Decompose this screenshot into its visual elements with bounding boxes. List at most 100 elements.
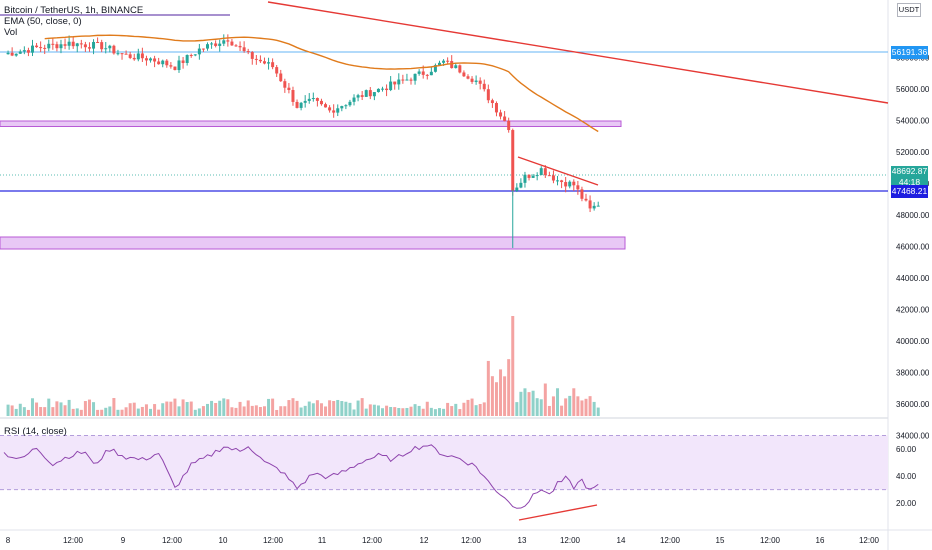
candle-body <box>307 98 311 101</box>
candle-body <box>576 185 580 190</box>
rsi-tick: 40.00 <box>896 472 917 481</box>
time-tick: 9 <box>121 536 126 545</box>
volume-bar <box>75 408 79 416</box>
volume-bar <box>564 398 568 416</box>
rsi-band <box>0 435 888 490</box>
currency-label[interactable]: USDT <box>897 3 921 17</box>
volume-bar <box>189 401 193 416</box>
price-tick: 36000.00 <box>896 400 930 409</box>
volume-bar <box>43 407 47 416</box>
volume-bar <box>486 360 490 416</box>
candle-body <box>173 66 177 71</box>
candle-body <box>556 180 560 182</box>
price-tick: 48000.00 <box>896 211 930 220</box>
candle-body <box>527 174 531 178</box>
volume-bar <box>389 406 393 416</box>
rsi-tick: 60.00 <box>896 445 917 454</box>
candle-body <box>450 61 454 69</box>
volume-bar <box>124 407 128 416</box>
volume-bar <box>258 407 262 416</box>
volume-bar <box>470 398 474 416</box>
candle-body <box>360 95 364 97</box>
volume-bar <box>165 401 169 416</box>
candle-body <box>96 41 100 43</box>
volume-bar <box>596 407 600 416</box>
rsi-divergence-line <box>518 504 598 521</box>
volume-bar <box>372 404 376 416</box>
volume-bar <box>181 399 185 416</box>
volume-bar <box>539 399 543 416</box>
candle-body <box>185 55 189 63</box>
candle-body <box>429 71 433 76</box>
volume-bar <box>405 407 409 416</box>
volume-bar <box>560 405 564 416</box>
candle-body <box>189 55 193 57</box>
candle-body <box>315 98 319 101</box>
candle-body <box>14 53 18 56</box>
volume-bar <box>128 403 132 416</box>
volume-bar <box>311 403 315 416</box>
candle-body <box>519 182 523 188</box>
candle-body <box>340 106 344 109</box>
volume-bar <box>120 409 124 416</box>
candle-body <box>226 40 230 42</box>
last-price-value: 48692.87 <box>891 166 928 176</box>
candle-body <box>507 120 511 131</box>
candle-body <box>389 81 393 91</box>
rsi-tick: 20.00 <box>896 499 917 508</box>
volume-bar <box>340 401 344 416</box>
candle-body <box>279 73 283 82</box>
candle-body <box>425 74 429 76</box>
volume-bar <box>18 403 22 416</box>
volume-bar <box>385 405 389 416</box>
candle-body <box>547 175 551 177</box>
candle-body <box>210 43 214 45</box>
volume-bar <box>507 359 511 416</box>
volume-bar <box>246 400 250 416</box>
candle-body <box>376 88 380 93</box>
volume-bar <box>242 406 246 416</box>
candle-body <box>254 58 258 60</box>
volume-bar <box>368 404 372 416</box>
volume-bar <box>352 409 356 416</box>
candle-body <box>474 80 478 82</box>
volume-bar <box>161 403 165 416</box>
candle-body <box>222 40 226 44</box>
candle-body <box>482 83 486 90</box>
volume-bar <box>576 396 580 416</box>
time-tick: 12:00 <box>859 536 880 545</box>
candle-body <box>262 61 266 64</box>
candle-body <box>258 59 262 62</box>
candle-body <box>283 81 287 88</box>
volume-bar <box>332 400 336 416</box>
candle-body <box>238 45 242 48</box>
volume-bar <box>543 383 547 416</box>
volume-bar <box>515 402 519 416</box>
price-tick: 38000.00 <box>896 368 930 377</box>
volume-bar <box>71 408 75 416</box>
time-tick: 12:00 <box>162 536 183 545</box>
candle-body <box>499 112 503 117</box>
time-tick: 12:00 <box>660 536 681 545</box>
volume-bar <box>494 382 498 416</box>
candle-body <box>120 53 124 55</box>
price-tick: 56000.00 <box>896 85 930 94</box>
volume-bar <box>299 407 303 416</box>
volume-bar <box>315 400 319 416</box>
candle-body <box>149 58 153 61</box>
volume-bar <box>201 406 205 416</box>
candle-body <box>560 180 564 183</box>
candle-body <box>336 108 340 113</box>
volume-bar <box>429 407 433 416</box>
volume-bar <box>551 396 555 416</box>
candle-body <box>486 89 490 101</box>
volume-bar <box>344 401 348 416</box>
candle-body <box>250 52 254 59</box>
candle-body <box>128 54 132 58</box>
volume-bar <box>226 399 230 416</box>
volume-bar <box>393 407 397 416</box>
volume-bar <box>425 401 429 416</box>
candle-body <box>92 41 96 49</box>
volume-bar <box>466 399 470 416</box>
